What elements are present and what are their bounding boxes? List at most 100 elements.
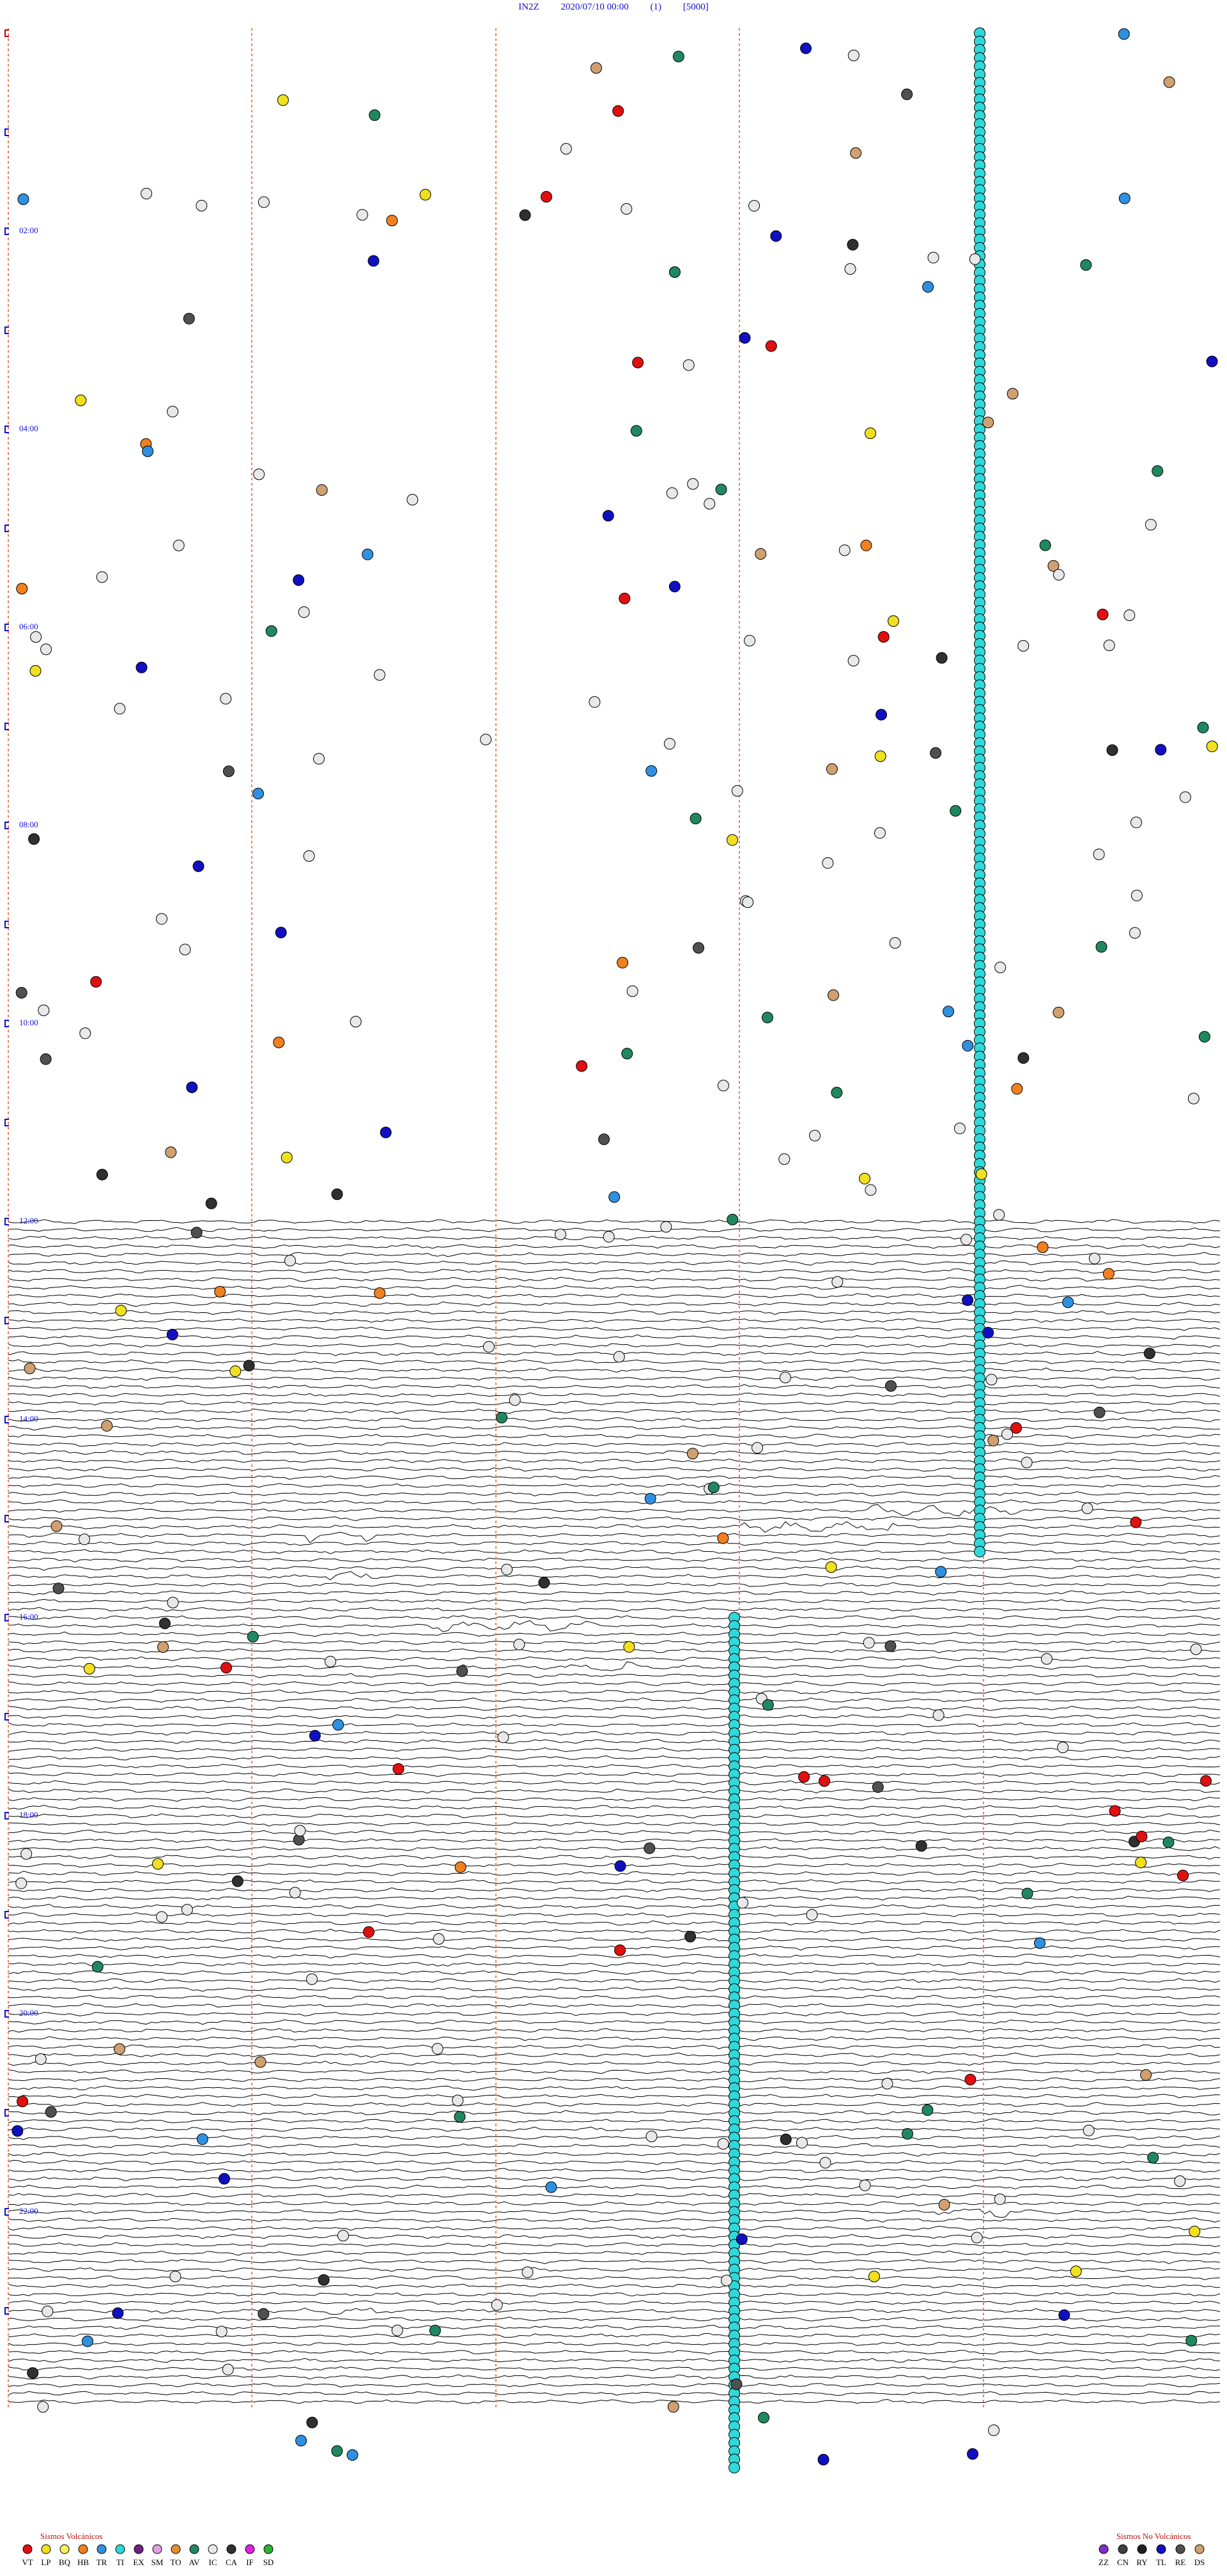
event: [52, 1583, 65, 1595]
trace: [8, 1268, 1221, 1274]
hour-bracket: [4, 1218, 9, 1225]
hour-bracket: [4, 822, 9, 829]
legend-swatch: [189, 2544, 199, 2554]
legend-swatch: [152, 2544, 162, 2554]
hour-bracket: [4, 525, 9, 532]
event: [975, 1168, 987, 1180]
event: [303, 850, 315, 862]
event: [831, 1276, 844, 1288]
trace: [8, 1582, 1221, 1588]
trace: [8, 2135, 1221, 2140]
event: [1129, 927, 1141, 939]
trace: [8, 1738, 1221, 1744]
event: [1123, 610, 1136, 621]
trace: [8, 1896, 1221, 1901]
event: [356, 209, 368, 221]
trace: [8, 1912, 1221, 1918]
event: [739, 332, 751, 344]
event: [37, 2401, 49, 2413]
trace: [8, 2250, 1221, 2256]
event: [24, 1362, 36, 1374]
event: [1145, 519, 1157, 531]
trace: [8, 2002, 1221, 2008]
time-label: 16:00: [19, 1612, 38, 1621]
event: [838, 544, 851, 556]
event: [715, 484, 727, 496]
legend-code: SD: [263, 2557, 274, 2567]
event: [363, 1926, 374, 1938]
hour-bracket: [4, 1515, 9, 1522]
trace: [8, 1689, 1221, 1695]
event: [15, 1877, 27, 1889]
event: [860, 539, 872, 551]
event: [215, 2326, 228, 2338]
event: [1136, 1830, 1148, 1843]
datetime: 2020/07/10 00:00: [560, 2, 628, 12]
event: [987, 1434, 999, 1446]
event: [114, 2043, 125, 2055]
event: [152, 1858, 164, 1870]
event: [874, 827, 886, 839]
event: [994, 962, 1007, 974]
legend-code: CN: [1117, 2557, 1129, 2567]
legend-swatch: [208, 2544, 218, 2554]
trace: [8, 1425, 1221, 1431]
legend-volcanic: Sismos Volcánicos VT LP BQ HB TR TI EX SM TO AV IC C…: [22, 2531, 274, 2567]
event: [196, 2133, 208, 2145]
event: [40, 1053, 52, 1065]
trace: [8, 2209, 1221, 2218]
event: [179, 944, 191, 956]
event: [717, 1080, 729, 1092]
event: [717, 2138, 729, 2150]
trace: [8, 2027, 1221, 2033]
legend-non_volcanic: Sismos No Volcánicos ZZ CN RY TL RE DS: [1099, 2531, 1205, 2567]
trace: [8, 1243, 1221, 1249]
event: [1057, 1742, 1069, 1754]
event: [142, 445, 154, 457]
trace: [8, 1293, 1221, 1299]
trace: [8, 1871, 1221, 1876]
trace: [8, 1359, 1221, 1365]
trace: [8, 1516, 1221, 1521]
event: [169, 2271, 181, 2283]
event: [42, 2305, 54, 2317]
event: [982, 1326, 994, 1338]
trace: [8, 2317, 1221, 2322]
event: [969, 253, 981, 265]
trace: [8, 2217, 1221, 2223]
event: [1017, 1052, 1030, 1064]
event: [806, 1909, 818, 1921]
time-label: 10:00: [19, 1018, 38, 1027]
event: [167, 1597, 179, 1609]
trace: [8, 1434, 1221, 1439]
event: [765, 340, 777, 352]
trace: [8, 2060, 1221, 2066]
event: [623, 1641, 635, 1653]
time-label: 22:00: [19, 2206, 38, 2216]
event: [668, 581, 681, 593]
trace: [8, 2110, 1221, 2115]
events: [12, 27, 1218, 2474]
hour-bracket: [4, 326, 9, 334]
event: [219, 2173, 230, 2185]
hour-bracket: [4, 2307, 9, 2315]
event: [289, 1887, 301, 1899]
event: [608, 1191, 621, 1203]
event: [943, 1006, 954, 1018]
event: [318, 2274, 330, 2286]
event: [731, 785, 743, 797]
trace: [8, 1821, 1221, 1827]
event: [576, 1060, 588, 1072]
trace: [8, 1970, 1221, 1975]
trace: [8, 1945, 1221, 1951]
trace: [8, 1219, 1221, 1224]
legend-swatch: [134, 2544, 144, 2554]
event: [306, 2416, 318, 2428]
trace: [8, 1920, 1221, 1926]
trace: [8, 1260, 1221, 1266]
event: [614, 1860, 626, 1872]
trace: [8, 2242, 1221, 2248]
time-label: 18:00: [19, 1810, 38, 1820]
trace: [8, 1780, 1221, 1786]
